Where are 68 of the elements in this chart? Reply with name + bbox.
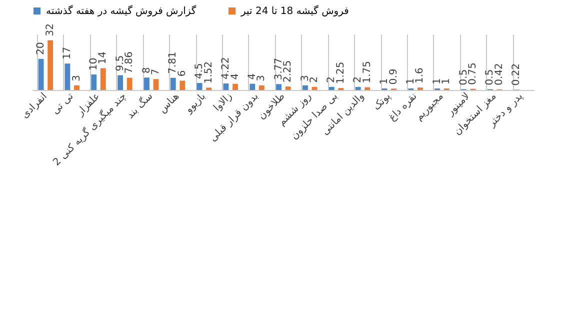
data-label: 7.81	[168, 52, 179, 74]
data-label: 32	[44, 23, 56, 36]
bar	[100, 68, 106, 90]
data-label: 1	[432, 78, 443, 84]
data-label: 3	[300, 74, 311, 82]
bar	[64, 64, 70, 90]
bar	[126, 78, 132, 90]
data-label: 9.5	[114, 55, 126, 72]
data-label: 17	[62, 46, 73, 60]
bar	[285, 86, 291, 90]
bar	[153, 79, 159, 90]
bar	[328, 86, 334, 90]
data-label: 20	[36, 42, 47, 55]
bar	[170, 78, 176, 90]
data-label: 1	[405, 78, 416, 84]
data-label: 0.75	[468, 62, 479, 85]
data-label: 2.25	[282, 60, 294, 82]
x-tick-label: زالاوا	[212, 90, 235, 114]
bar	[250, 84, 256, 90]
bar	[223, 83, 229, 90]
bar	[38, 58, 44, 90]
bar	[364, 87, 370, 90]
data-label: 4	[246, 73, 258, 80]
data-label: 7	[150, 68, 162, 76]
data-label: 6	[176, 70, 188, 77]
data-label: 10	[88, 58, 100, 70]
bar	[276, 84, 282, 90]
data-label: 3	[71, 74, 82, 82]
data-label: 0.22	[511, 63, 522, 86]
data-label: 4.22	[220, 57, 232, 80]
data-label: 1	[441, 78, 452, 84]
bar	[196, 83, 202, 90]
x-tick-label: تی تی	[50, 90, 76, 117]
data-label: 3	[256, 74, 268, 82]
data-label: 14	[98, 51, 109, 64]
data-label: 1.25	[335, 62, 346, 84]
bar	[355, 86, 361, 90]
x-tick-label: بازیوو	[182, 90, 208, 116]
legend-label: گزارش فروش گیشه در هفته گذشته	[46, 5, 196, 17]
bar	[302, 85, 308, 90]
bar	[118, 75, 124, 90]
data-label: 8	[141, 67, 152, 74]
legend-label: فروش گیشه 18 تا 24 تیر	[240, 5, 350, 17]
data-label: 0.5	[458, 69, 470, 86]
x-tick-label: پوتک	[371, 90, 394, 113]
data-label: 1	[379, 78, 390, 84]
data-label: 7.86	[124, 52, 136, 74]
data-label: 4	[230, 73, 241, 80]
bar	[48, 40, 54, 90]
data-label: 0.9	[388, 68, 400, 85]
data-label: 0.5	[484, 69, 496, 86]
bar	[144, 78, 150, 90]
data-label: 1.75	[362, 61, 373, 84]
x-tick-label: انفرادی	[20, 90, 50, 121]
bar	[180, 80, 186, 90]
bar	[258, 85, 264, 90]
bar	[74, 85, 80, 90]
bar	[91, 74, 97, 90]
data-label: 2	[309, 76, 320, 83]
data-label: 4.5	[194, 63, 206, 79]
data-label: 3.77	[273, 58, 284, 80]
data-label: 1.52	[203, 61, 214, 84]
data-label: 0.42	[494, 63, 506, 86]
bar	[232, 84, 238, 90]
data-label: 2	[352, 76, 364, 83]
data-label: 1.6	[414, 68, 426, 84]
x-tick-label: هناس	[157, 90, 182, 116]
data-label: 2	[326, 76, 338, 83]
